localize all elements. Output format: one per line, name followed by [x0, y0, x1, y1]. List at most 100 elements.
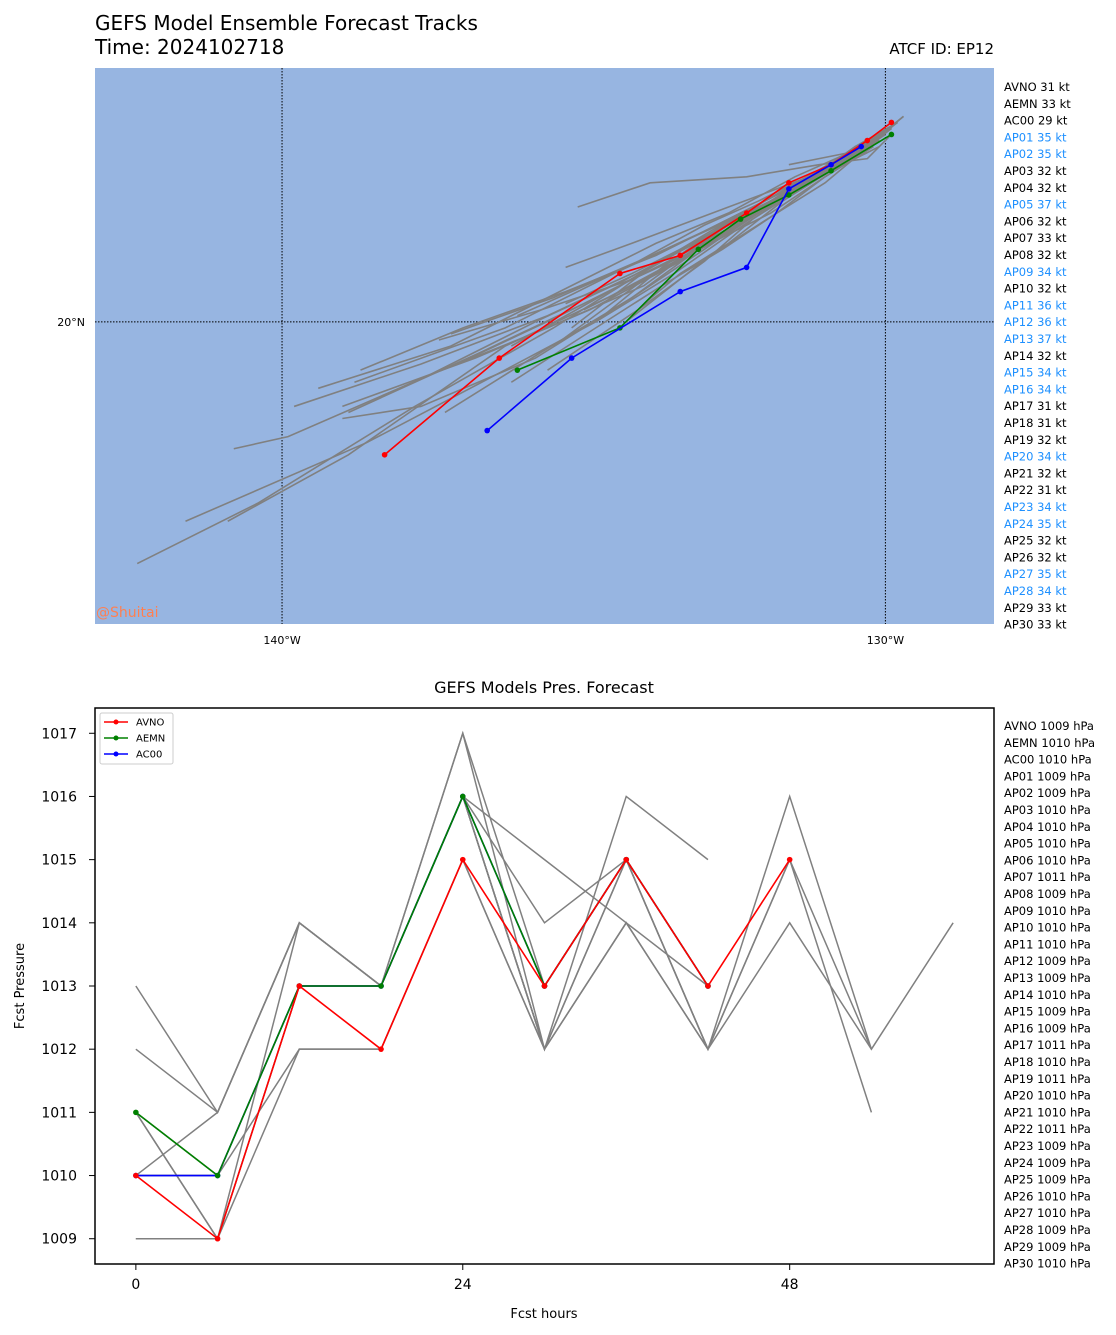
wind-legend-entry: AP20 34 kt — [1004, 450, 1067, 464]
track-point-aemn — [737, 216, 744, 222]
y-tick-label: 1011 — [41, 1105, 77, 1121]
wind-legend-entry: AP26 32 kt — [1004, 550, 1067, 564]
pressure-legend-entry: AP12 1009 hPa — [1004, 954, 1091, 968]
wind-legend-entry: AP25 32 kt — [1004, 534, 1067, 548]
track-point-avno — [888, 119, 895, 126]
pressure-point-avno — [705, 983, 711, 989]
pressure-legend-entry: AP19 1011 hPa — [1004, 1072, 1091, 1086]
watermark: @Shuitai — [96, 605, 158, 621]
pressure-line-aemn — [135, 794, 709, 1177]
wind-legend-entry: AP08 32 kt — [1004, 248, 1067, 262]
track-point-avno — [743, 210, 750, 216]
wind-legend-entry: AP27 35 kt — [1004, 567, 1067, 581]
pressure-legend-entry: AP09 1010 hPa — [1004, 904, 1091, 918]
ensemble-track-line — [565, 151, 868, 269]
track-point-avno — [496, 355, 503, 361]
ensemble-track-line — [788, 139, 880, 166]
pressure-line-ac00 — [135, 794, 709, 1177]
wind-speed-legend: AVNO 31 kt AEMN 33 kt AC00 29 kt AP01 35 kt… — [1004, 80, 1071, 632]
pressure-point-avno — [786, 856, 793, 863]
pressure-point-aemn — [133, 1109, 139, 1116]
track-point-ac00 — [828, 161, 834, 168]
ensemble-pressure-line — [135, 730, 873, 1240]
pressure-legend-entry: AP13 1009 hPa — [1004, 971, 1091, 985]
pressure-point-aemn — [459, 793, 466, 800]
x-tick-label: 24 — [454, 1277, 472, 1293]
wind-legend-entry: AP21 32 kt — [1004, 466, 1067, 480]
wind-legend-entry: AP07 33 kt — [1004, 231, 1067, 245]
longitude-tick-label: 140°W — [263, 634, 300, 647]
pressure-legend-entry: AP10 1010 hPa — [1004, 921, 1091, 935]
track-point-ac00 — [743, 264, 750, 271]
pressure-legend-entry: AP24 1009 hPa — [1004, 1156, 1091, 1170]
x-tick-label: 48 — [781, 1277, 799, 1293]
pressure-legend-entry: AP05 1010 hPa — [1004, 837, 1091, 851]
pressure-legend-entry: AP21 1010 hPa — [1004, 1105, 1091, 1119]
ensemble-pressure-line — [135, 794, 873, 1240]
track-point-ac00 — [677, 288, 684, 295]
wind-legend-entry: AP01 35 kt — [1004, 130, 1067, 144]
track-point-avno — [786, 180, 792, 186]
pressure-legend-entry: AC00 1010 hPa — [1004, 753, 1092, 767]
legend-marker-avno — [113, 719, 119, 725]
pressure-x-ticks: 0 24 48 — [131, 1264, 799, 1293]
y-tick-label: 1009 — [41, 1232, 77, 1248]
wind-legend-entry: AP13 37 kt — [1004, 332, 1067, 346]
wind-legend-entry: AP14 32 kt — [1004, 349, 1067, 363]
pressure-point-avno — [459, 856, 466, 863]
pressure-legend-entry: AP08 1009 hPa — [1004, 887, 1091, 901]
pressure-legend-entry: AP02 1009 hPa — [1004, 786, 1091, 800]
y-tick-label: 1017 — [41, 726, 77, 742]
wind-legend-entry: AC00 29 kt — [1004, 114, 1068, 128]
pressure-highlight-series — [133, 793, 793, 1242]
legend-frame — [99, 712, 174, 765]
pressure-chart-title: GEFS Models Pres. Forecast — [434, 678, 654, 697]
track-point-ac00 — [786, 186, 792, 192]
pressure-legend-entry: AP15 1009 hPa — [1004, 1005, 1091, 1019]
ensemble-pressure-line — [135, 730, 546, 1114]
pressure-point-aemn — [214, 1172, 221, 1179]
ensemble-track-line — [577, 133, 892, 208]
pressure-legend-entry: AP23 1009 hPa — [1004, 1139, 1091, 1153]
track-map-panel: GEFS Model Ensemble Forecast Tracks Time… — [57, 11, 1071, 647]
pressure-point-aemn — [378, 983, 384, 989]
pressure-legend-entry: AP25 1009 hPa — [1004, 1173, 1091, 1187]
pressure-legend: AVNO AEMN AC00 — [99, 712, 174, 765]
track-point-avno — [617, 270, 623, 277]
pressure-legend-entry: AP16 1009 hPa — [1004, 1021, 1091, 1035]
pressure-legend-entry: AP22 1011 hPa — [1004, 1122, 1091, 1136]
track-point-aemn — [888, 131, 895, 138]
pressure-legend-entry: AVNO 1009 hPa — [1004, 719, 1094, 733]
track-point-avno — [677, 252, 684, 259]
wind-legend-entry: AP19 32 kt — [1004, 433, 1067, 447]
map-gridlines — [95, 68, 994, 624]
wind-legend-entry: AP16 34 kt — [1004, 382, 1067, 396]
wind-legend-entry: AP09 34 kt — [1004, 265, 1067, 279]
ensemble-pressure-line — [135, 794, 709, 1241]
pressure-point-avno — [296, 983, 303, 989]
pressure-chart-panel: GEFS Models Pres. Forecast 0 24 48 1009 101… — [13, 678, 1095, 1322]
wind-legend-entry: AP29 33 kt — [1004, 601, 1067, 615]
pressure-x-axis-label: Fcst hours — [510, 1307, 577, 1322]
track-point-aemn — [514, 367, 521, 373]
pressure-point-avno — [214, 1235, 221, 1242]
track-point-ac00 — [858, 143, 865, 150]
pressure-legend-entry: AP06 1010 hPa — [1004, 853, 1091, 867]
y-tick-label: 1010 — [41, 1169, 77, 1185]
pressure-legend-entry: AP27 1010 hPa — [1004, 1206, 1091, 1220]
pressure-point-avno — [378, 1046, 384, 1052]
wind-legend-entry: AP15 34 kt — [1004, 366, 1067, 380]
wind-legend-entry: AP30 33 kt — [1004, 618, 1067, 632]
wind-legend-entry: AEMN 33 kt — [1004, 97, 1071, 111]
pressure-legend-entry: AP01 1009 hPa — [1004, 769, 1091, 783]
track-point-aemn — [695, 246, 702, 253]
pressure-legend-entry: AP26 1010 hPa — [1004, 1189, 1091, 1203]
pressure-y-ticks: 1009 1010 1011 1012 1013 1014 1015 1016 1017 — [41, 726, 95, 1248]
pressure-legend-entry: AP04 1010 hPa — [1004, 820, 1091, 834]
x-tick-label: 0 — [131, 1277, 140, 1293]
wind-legend-entry: AP24 35 kt — [1004, 517, 1067, 531]
y-tick-label: 1016 — [41, 789, 77, 805]
legend-marker-ac00 — [113, 751, 119, 757]
y-tick-label: 1015 — [41, 853, 77, 869]
